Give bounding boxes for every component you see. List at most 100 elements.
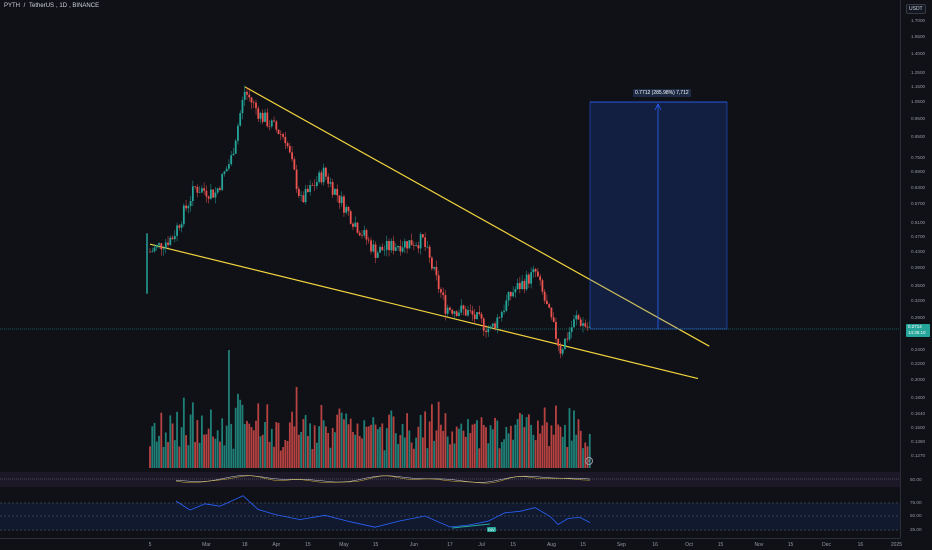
candle xyxy=(381,243,384,251)
candle xyxy=(198,186,201,194)
volume-bar xyxy=(228,350,230,468)
candle xyxy=(248,88,251,102)
volume-bar xyxy=(232,448,235,468)
price-axis-label: 0.9500 xyxy=(911,115,926,121)
falling-wedge-lines[interactable] xyxy=(149,86,710,380)
candle xyxy=(209,183,212,201)
currency-button[interactable]: USDT xyxy=(906,4,926,14)
volume-bar xyxy=(300,431,302,468)
candle-body xyxy=(191,186,194,202)
candle xyxy=(151,247,154,253)
rsi-level-75: 75.00 xyxy=(910,500,922,505)
price-axis-label: 1.4000 xyxy=(911,50,926,56)
candle xyxy=(302,191,305,203)
volume-bar xyxy=(421,437,424,468)
volume-bar xyxy=(437,401,440,468)
volume-bar xyxy=(478,448,481,468)
volume-bar xyxy=(243,423,246,468)
candle-body xyxy=(566,338,569,340)
candle-body xyxy=(164,242,167,249)
volume-bar xyxy=(550,425,553,468)
chart-canvas[interactable] xyxy=(0,0,900,538)
volume-bar xyxy=(182,397,185,468)
price-axis[interactable]: 1.7000 1.5500 1.4000 1.2500 1.1500 1.0500 0.95… xyxy=(900,0,932,538)
symbol-title[interactable]: PYTH / TetherUS, 1D, BINANCE xyxy=(4,3,100,9)
volume-bar xyxy=(579,430,582,468)
volume-bar xyxy=(512,439,514,468)
bar-countdown: 14:35:10 xyxy=(908,330,926,335)
volume-bar xyxy=(311,449,314,468)
candle-body xyxy=(302,195,305,203)
candle xyxy=(417,241,420,254)
rsi-level-50: 50.00 xyxy=(910,513,922,518)
volume-bar xyxy=(566,447,569,468)
candle-body xyxy=(498,317,501,319)
long-position-target-box[interactable] xyxy=(589,101,728,330)
volume-bar xyxy=(435,430,438,468)
volume-bar xyxy=(509,425,512,468)
candle xyxy=(257,105,260,122)
candle xyxy=(514,286,517,298)
volume-bar xyxy=(559,426,562,468)
volume-histogram xyxy=(149,350,591,468)
volume-bar xyxy=(264,422,266,468)
volume-bar xyxy=(498,448,501,468)
volume-bar xyxy=(390,410,393,468)
candle xyxy=(435,260,438,281)
volume-bar xyxy=(164,432,167,468)
time-axis-label: 18 xyxy=(241,542,248,548)
time-axis-label: Oct xyxy=(685,542,693,548)
price-axis-label: 1.0500 xyxy=(911,99,926,104)
volume-bar xyxy=(496,420,499,468)
candle-body xyxy=(487,328,490,333)
volume-bar xyxy=(363,420,366,468)
candle-body xyxy=(584,323,587,327)
price-axis-label: 1.1500 xyxy=(911,83,926,89)
volume-bar xyxy=(433,440,436,468)
volume-bar xyxy=(259,436,262,468)
candle-body xyxy=(315,181,318,186)
price-axis-label: 0.2400 xyxy=(911,346,926,352)
time-axis[interactable]: 5 Mar 18 Apr 15 May 15 Jun 17 Jul 15 Aug 15 Sep 16 Oct 1… xyxy=(0,538,902,550)
volume-bar xyxy=(487,443,490,468)
candle-body xyxy=(458,312,460,317)
volume-bar xyxy=(216,430,219,468)
candle-body xyxy=(248,94,251,98)
candle-body xyxy=(469,310,472,311)
candle-body xyxy=(205,190,208,197)
candle-body xyxy=(401,247,404,252)
volume-bar xyxy=(261,434,264,468)
volume-bar xyxy=(167,442,169,468)
candle xyxy=(512,286,514,298)
wedge-upper-line xyxy=(244,86,710,347)
candle xyxy=(221,173,224,192)
volume-bar xyxy=(241,404,244,468)
candle-body xyxy=(173,235,176,240)
candle xyxy=(390,238,393,253)
volume-bar xyxy=(340,412,343,468)
candle xyxy=(191,180,194,207)
candle-body xyxy=(264,112,266,122)
volume-bar xyxy=(561,436,564,468)
candle xyxy=(367,236,370,244)
candle xyxy=(352,222,354,231)
candle-body xyxy=(546,300,548,305)
candle xyxy=(268,120,271,131)
candle-body xyxy=(575,315,578,320)
volume-bar xyxy=(381,423,384,468)
candle xyxy=(149,248,151,253)
candle xyxy=(158,242,160,249)
volume-settings-icon[interactable]: ⌀ xyxy=(585,457,593,465)
candle-body xyxy=(291,152,293,160)
candle-body xyxy=(320,172,323,183)
candle-body xyxy=(221,173,224,190)
volume-bar xyxy=(401,423,404,468)
volume-bar xyxy=(442,430,445,468)
candle xyxy=(379,244,381,253)
volume-bar xyxy=(194,442,197,468)
candle-body xyxy=(243,91,246,100)
volume-bar xyxy=(205,434,208,468)
time-axis-label: Mar xyxy=(202,542,211,548)
candle-body xyxy=(392,240,395,251)
